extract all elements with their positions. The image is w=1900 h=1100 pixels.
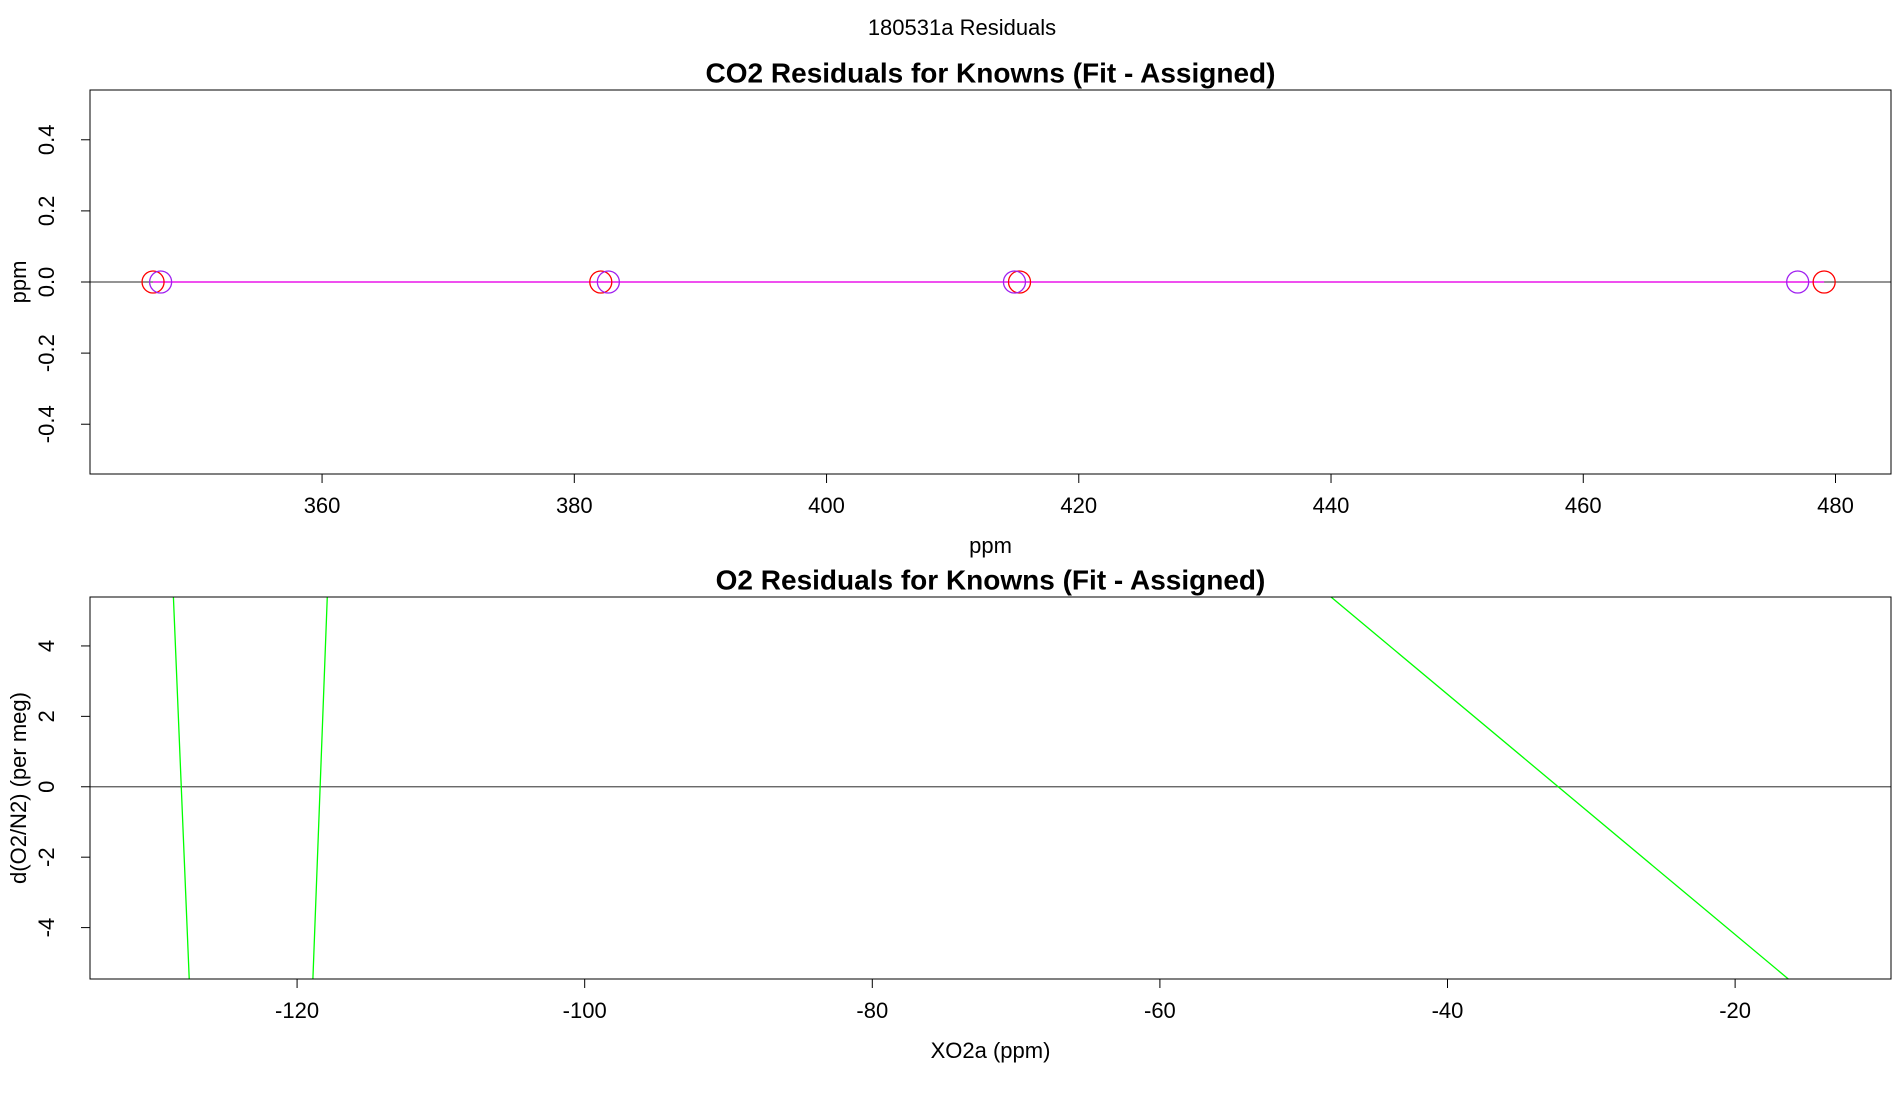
point	[1002, 270, 1027, 294]
y-tick-label: 2	[34, 710, 59, 722]
x-tick-label: 480	[1817, 493, 1854, 518]
x-tick-label: 460	[1565, 493, 1602, 518]
plot-area	[172, 597, 1789, 979]
plot-box	[89, 596, 1892, 980]
x-tick-label: 400	[808, 493, 845, 518]
x-tick-label: -80	[856, 998, 888, 1023]
y-tick-label: 0	[34, 781, 59, 793]
y-tick-label: 0.2	[34, 196, 59, 227]
series-line	[172, 597, 1789, 979]
point	[1786, 270, 1810, 294]
x-tick-label: 380	[556, 493, 593, 518]
y-axis-title: ppm	[6, 261, 31, 304]
x-tick-label: -120	[275, 998, 319, 1023]
panel-title: O2 Residuals for Knowns (Fit - Assigned)	[716, 564, 1266, 595]
point	[141, 270, 165, 294]
point	[1812, 270, 1836, 294]
x-axis-title: XO2a (ppm)	[931, 1038, 1051, 1063]
y-tick-label: -2	[34, 847, 59, 867]
y-tick-label: 4	[34, 640, 59, 652]
y-tick-label: -0.2	[34, 334, 59, 372]
plot-area	[141, 270, 1836, 294]
y-tick-label: -0.4	[34, 405, 59, 443]
point	[1007, 270, 1032, 294]
x-tick-label: -60	[1144, 998, 1176, 1023]
x-tick-label: -100	[563, 998, 607, 1023]
x-tick-label: 440	[1313, 493, 1350, 518]
y-tick-label: -4	[34, 918, 59, 938]
x-tick-label: -20	[1719, 998, 1751, 1023]
x-tick-label: 420	[1060, 493, 1097, 518]
y-axis-title: d(O2/N2) (per meg)	[6, 692, 31, 884]
y-tick-label: 0.0	[34, 267, 59, 298]
x-tick-label: 360	[304, 493, 341, 518]
y-tick-label: 0.4	[34, 124, 59, 155]
x-axis-title: ppm	[969, 533, 1012, 558]
figure-title: 180531a Residuals	[868, 15, 1056, 40]
plot-box	[89, 89, 1892, 475]
panel-title: CO2 Residuals for Knowns (Fit - Assigned…	[706, 57, 1276, 88]
x-tick-label: -40	[1432, 998, 1464, 1023]
point	[148, 270, 173, 294]
point	[589, 270, 613, 294]
point	[596, 270, 621, 294]
